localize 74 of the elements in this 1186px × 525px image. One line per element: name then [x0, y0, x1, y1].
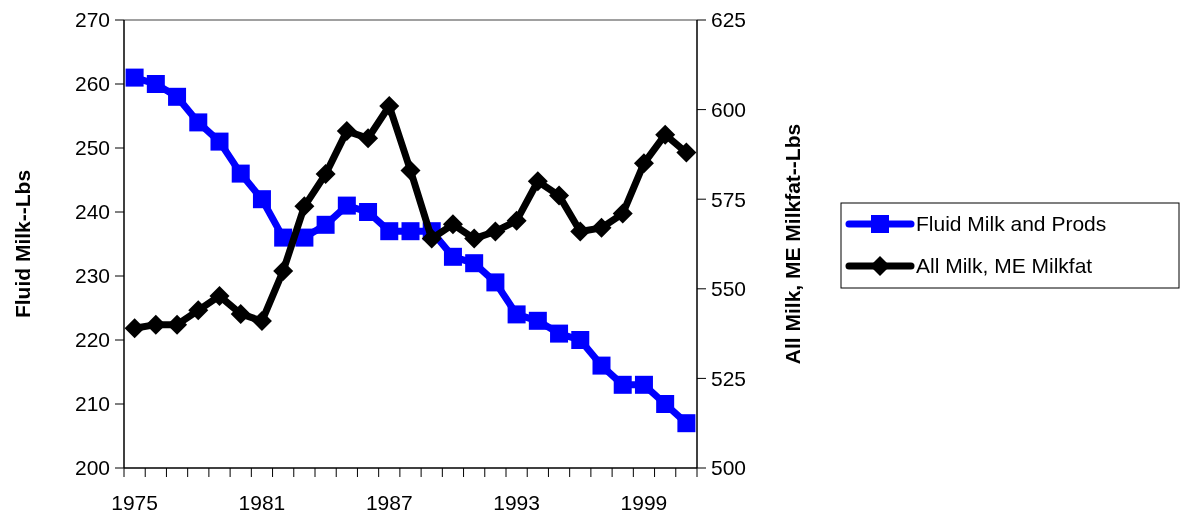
- point: [336, 121, 357, 142]
- point: [591, 217, 612, 238]
- y2-tick-label: 500: [711, 456, 747, 480]
- point: [124, 318, 145, 339]
- y-tick-label: 210: [74, 392, 110, 416]
- point: [677, 414, 696, 433]
- point: [401, 222, 420, 241]
- point: [486, 273, 505, 292]
- y-tick-label: 250: [74, 136, 110, 160]
- point: [400, 160, 421, 181]
- point: [655, 124, 676, 145]
- point: [549, 185, 570, 206]
- point: [613, 375, 632, 394]
- point: [358, 128, 379, 149]
- point: [252, 190, 271, 209]
- point: [168, 87, 187, 106]
- y-axis-title: Fluid Milk--Lbs: [11, 169, 34, 319]
- y-tick-label: 220: [74, 328, 110, 352]
- point: [421, 228, 442, 249]
- point: [656, 395, 675, 413]
- point: [359, 203, 378, 221]
- y2-tick-label: 525: [711, 366, 747, 390]
- point: [379, 96, 400, 117]
- point: [464, 228, 485, 249]
- point: [570, 221, 591, 242]
- point: [527, 171, 548, 192]
- point: [592, 356, 611, 375]
- x-tick-label: 1975: [111, 491, 158, 514]
- point: [294, 196, 315, 217]
- x-tick-label: 1999: [620, 491, 668, 514]
- x-tick-label: 1981: [238, 491, 286, 514]
- y-tick-label: 230: [74, 264, 110, 288]
- point: [676, 142, 697, 163]
- y2-tick-label: 575: [711, 187, 747, 211]
- x-tick-label: 1987: [365, 491, 413, 514]
- legend-label: All Milk, ME Milkfat: [916, 254, 1093, 278]
- y2-axis-title: All Milk, ME Milkfat--Lbs: [781, 123, 804, 365]
- point: [485, 221, 506, 242]
- point: [167, 314, 188, 335]
- point: [507, 305, 526, 324]
- point: [125, 68, 144, 87]
- point: [465, 254, 484, 273]
- point: [443, 247, 462, 266]
- point: [146, 75, 165, 93]
- point: [442, 214, 463, 235]
- point: [634, 375, 653, 394]
- y-tick-label: 240: [74, 200, 110, 224]
- point: [633, 153, 654, 174]
- point: [528, 311, 547, 330]
- x-tick-label: 1993: [493, 491, 540, 514]
- y-tick-label: 270: [74, 8, 110, 32]
- y2-tick-label: 550: [711, 277, 747, 301]
- y-tick-label: 200: [74, 456, 110, 480]
- point: [550, 324, 569, 343]
- y-tick-label: 260: [74, 72, 110, 96]
- legend-label: Fluid Milk and Prods: [916, 212, 1107, 236]
- point: [231, 164, 250, 183]
- point: [251, 311, 272, 332]
- point: [380, 222, 399, 241]
- point: [273, 260, 294, 281]
- point: [209, 285, 230, 306]
- point: [210, 132, 229, 151]
- point: [230, 303, 251, 324]
- point: [315, 164, 336, 185]
- point: [188, 300, 209, 321]
- point: [316, 215, 335, 234]
- point: [337, 196, 356, 215]
- point: [571, 331, 590, 349]
- point: [612, 203, 633, 224]
- point: [189, 113, 208, 132]
- y2-tick-label: 600: [711, 97, 747, 121]
- point: [145, 314, 166, 335]
- point: [506, 210, 527, 231]
- y2-tick-label: 625: [711, 8, 747, 32]
